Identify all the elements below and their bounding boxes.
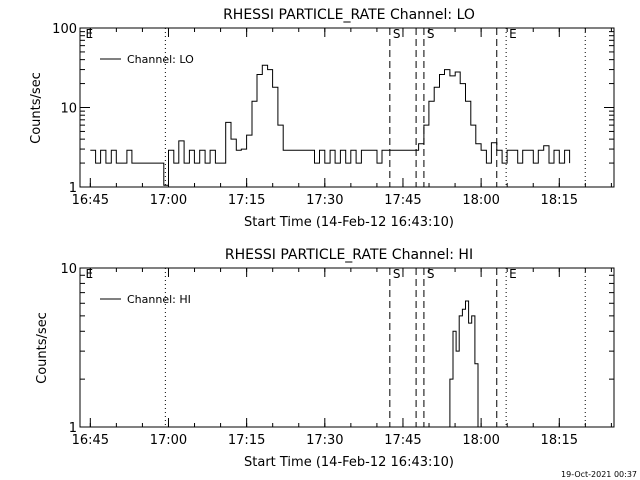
- panel-hi-frame: [79, 267, 615, 428]
- panel-lo-xtick-label: 18:00: [462, 193, 499, 208]
- panel-lo-xlabel: Start Time (14-Feb-12 16:43:10): [244, 215, 454, 230]
- panel-lo-xtick-label: 16:45: [72, 193, 109, 208]
- panel-lo-ylabel: Counts/sec: [29, 72, 44, 144]
- panel-hi-xtick-label: 16:45: [72, 433, 109, 448]
- panel-hi-marker-label: E: [86, 267, 94, 281]
- panel-hi-xtick-label: 17:30: [306, 433, 343, 448]
- panel-hi-ytick-label: 1: [69, 421, 77, 436]
- panel-hi-marker-label: E: [509, 267, 517, 281]
- panel-hi-xtick-label: 17:15: [228, 433, 265, 448]
- panel-lo-legend-label: Channel: LO: [127, 53, 194, 66]
- panel-hi: RHESSI PARTICLE_RATE Channel: HI Start T…: [35, 247, 473, 470]
- panel-hi-ytick-label: 10: [60, 262, 77, 277]
- panel-lo-marker-label: E: [509, 27, 517, 41]
- panel-lo-series-line: [90, 64, 571, 186]
- footer-timestamp: 19-Oct-2021 00:37: [561, 470, 637, 479]
- panel-lo-title: RHESSI PARTICLE_RATE Channel: LO: [223, 7, 475, 23]
- panel-hi-legend-label: Channel: HI: [127, 293, 191, 306]
- panel-hi-ylabel: Counts/sec: [35, 312, 50, 384]
- panel-lo-marker-label: S: [427, 27, 435, 41]
- panel-lo-xtick-label: 17:45: [384, 193, 421, 208]
- panel-hi-marker-label: S: [393, 267, 401, 281]
- panel-hi-xlabel: Start Time (14-Feb-12 16:43:10): [244, 455, 454, 470]
- panel-hi-xtick-label: 17:00: [150, 433, 187, 448]
- panel-lo-xtick-label: 17:30: [306, 193, 343, 208]
- panel-hi-xtick-label: 17:45: [384, 433, 421, 448]
- panel-hi-xtick-label: 18:15: [541, 433, 578, 448]
- panel-hi-xtick-label: 18:00: [462, 433, 499, 448]
- panel-lo-marker-label: S: [393, 27, 401, 41]
- panel-lo: RHESSI PARTICLE_RATE Channel: LO Start T…: [29, 7, 475, 230]
- panel-hi-marker-label: S: [427, 267, 435, 281]
- panel-lo-xtick-label: 17:00: [150, 193, 187, 208]
- panel-lo-ytick-label: 1: [69, 181, 77, 196]
- panel-lo-marker-label: E: [86, 27, 94, 41]
- panel-hi-title: RHESSI PARTICLE_RATE Channel: HI: [225, 247, 473, 263]
- panel-lo-ytick-label: 10: [60, 102, 77, 117]
- panel-lo-xtick-label: 18:15: [541, 193, 578, 208]
- panel-hi-series-line: [446, 300, 479, 428]
- panel-lo-xtick-label: 17:15: [228, 193, 265, 208]
- panel-lo-ytick-label: 100: [52, 22, 77, 37]
